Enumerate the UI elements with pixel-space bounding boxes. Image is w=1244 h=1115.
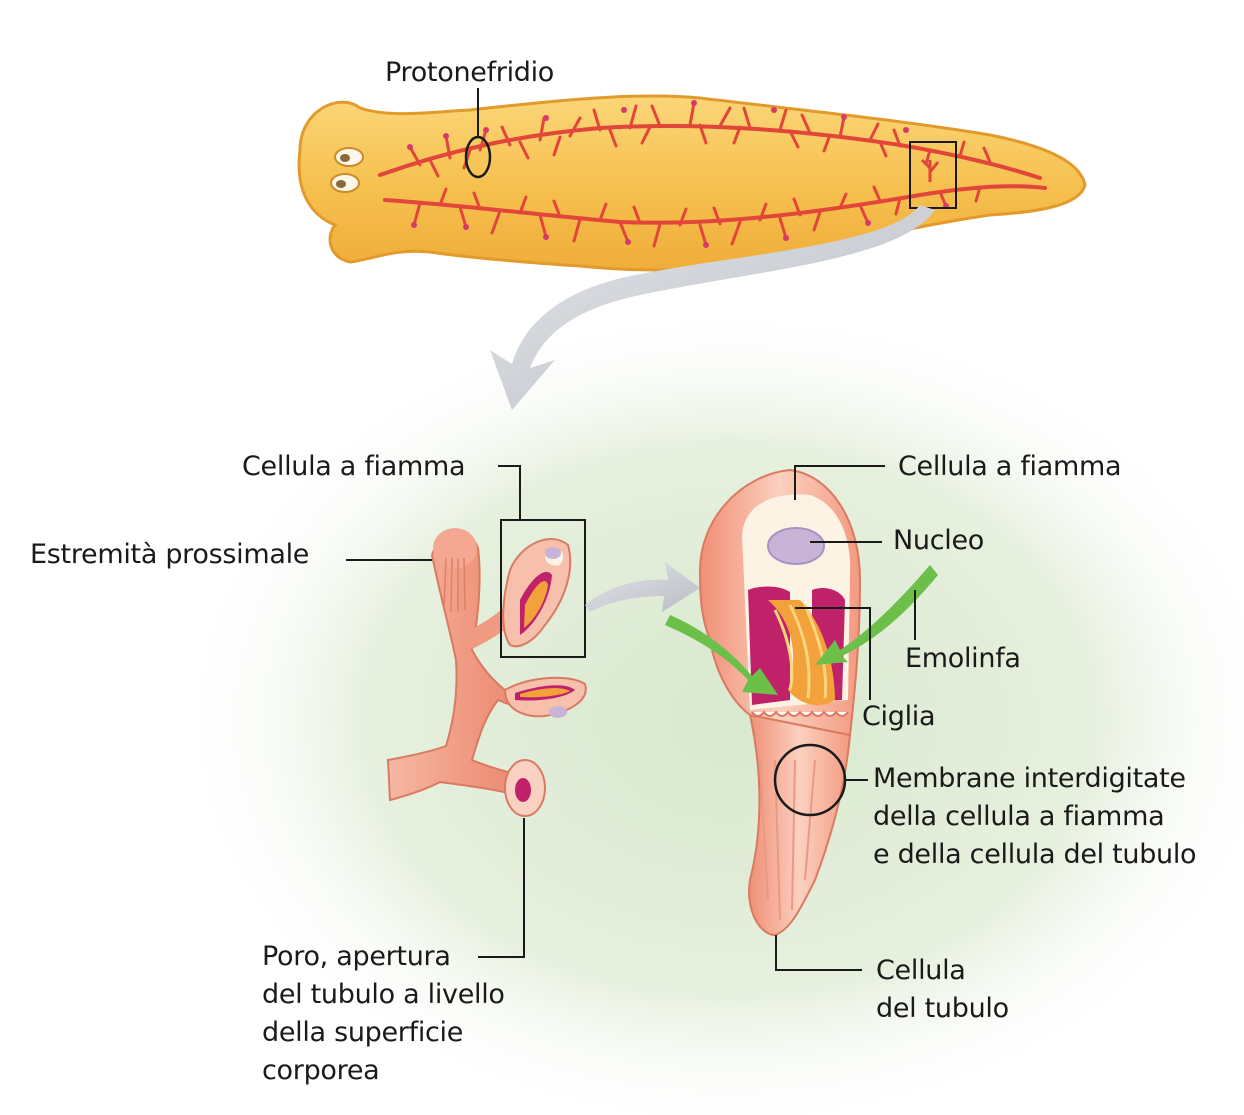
label-protonefridio: Protonefridio — [385, 57, 555, 88]
label-nucleo: Nucleo — [893, 525, 984, 556]
cilia-flame — [768, 600, 835, 706]
background-glow — [170, 300, 1244, 1115]
label-membrane: Membrane interdigitate della cellula a f… — [873, 763, 1197, 870]
flame-cell-small — [502, 538, 572, 648]
leader-lines — [346, 465, 916, 971]
label-cellula-fiamma-right: Cellula a fiamma — [898, 451, 1122, 482]
flame-cell-enlarged — [665, 468, 938, 937]
label-cellula-tubulo: Cellula del tubulo — [876, 955, 1009, 1024]
zoom-box-flame — [500, 519, 586, 658]
zoom-arrow-large — [490, 205, 935, 410]
nucleus — [767, 527, 825, 565]
label-estremita-prossimale: Estremità prossimale — [30, 539, 310, 570]
zoom-arrow-small — [585, 562, 700, 612]
flame-cell-secondary — [503, 676, 587, 718]
hemolymph-arrow — [665, 615, 778, 695]
label-ciglia: Ciglia — [862, 701, 936, 732]
zoom-box-worm — [909, 141, 957, 209]
flatworm — [297, 94, 1087, 272]
label-emolinfa: Emolinfa — [905, 643, 1021, 674]
hemolymph-arrow — [815, 565, 938, 665]
tubule-network — [378, 100, 1047, 248]
label-cellula-fiamma-left: Cellula a fiamma — [242, 451, 466, 482]
label-poro: Poro, apertura del tubulo a livello dell… — [262, 941, 505, 1086]
